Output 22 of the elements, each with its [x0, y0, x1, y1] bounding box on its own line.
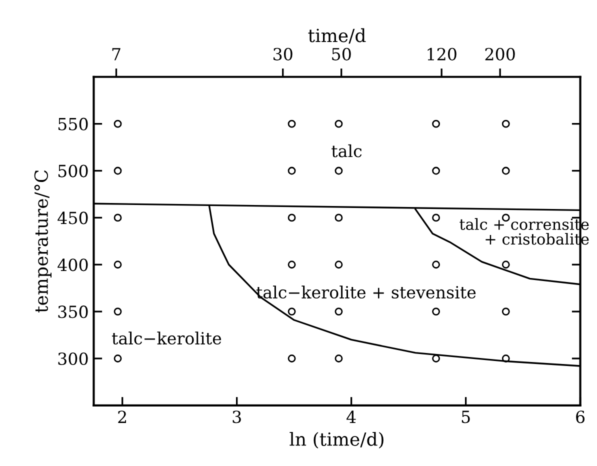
x2-tick-label: 50	[332, 48, 351, 60]
y-tick-label: 300	[58, 352, 88, 366]
x2-tick-label: 120	[428, 48, 456, 60]
x-axis-title: ln (time/d)	[290, 432, 384, 448]
x2-tick-label: 7	[112, 48, 120, 60]
x-tick-label: 3	[232, 410, 241, 424]
x2-axis-title: time/d	[308, 28, 366, 44]
x2-tick-label: 30	[274, 48, 292, 60]
x-tick-label: 4	[346, 410, 356, 423]
x-tick-label: 6	[576, 410, 585, 424]
annotation: talc−kerolite	[112, 332, 222, 345]
y-tick-label: 350	[58, 306, 88, 318]
x-tick-label: 5	[462, 410, 470, 424]
y-axis-title: temperature/°C	[34, 170, 52, 313]
y-tick-label: 550	[58, 118, 88, 130]
x2-tick-label: 200	[485, 48, 515, 60]
x-tick-label: 2	[118, 410, 126, 423]
annotation: talc	[332, 144, 362, 158]
y-tick-label: 400	[58, 258, 88, 272]
y-tick-label: 500	[58, 164, 88, 178]
annotation: talc−kerolite + stevensite	[256, 286, 476, 299]
y-tick-label: 450	[58, 212, 88, 224]
